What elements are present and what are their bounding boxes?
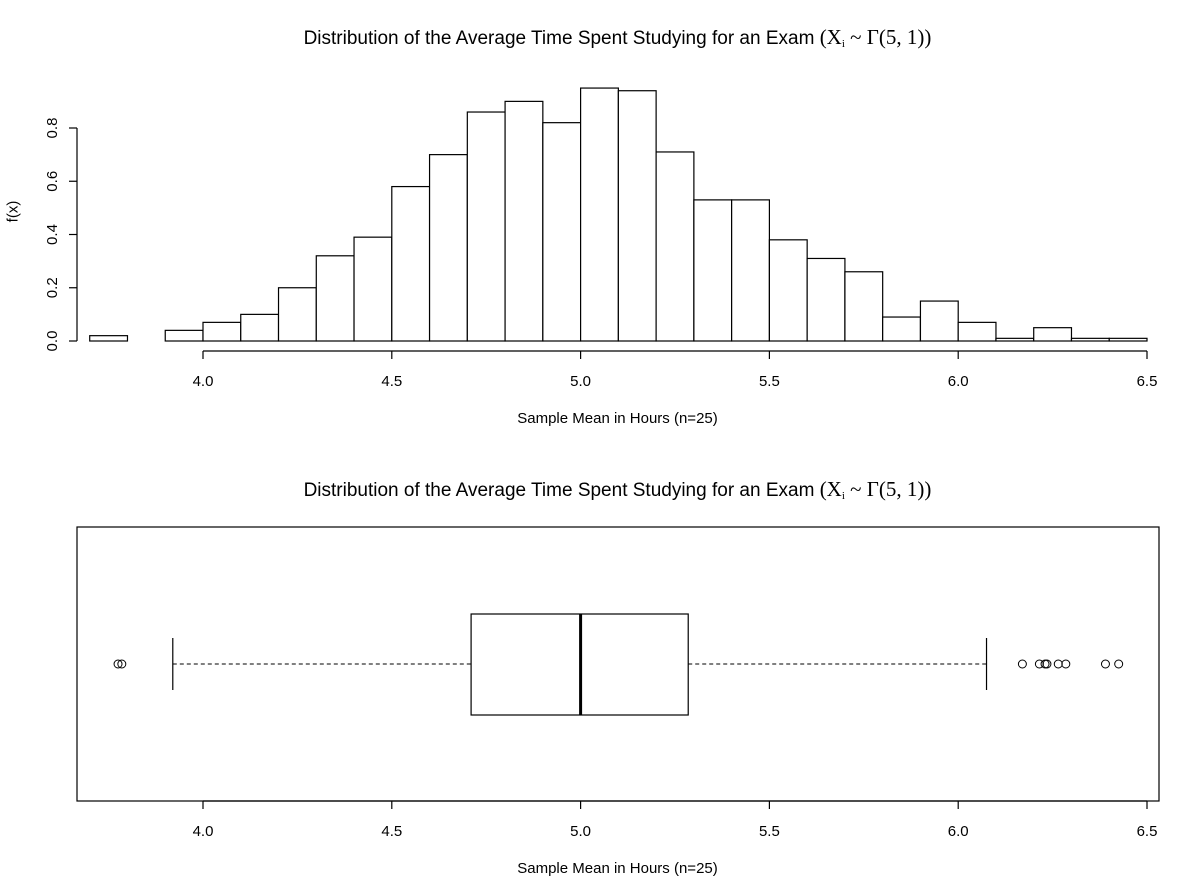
- histogram-y-tick-label: 0.6: [44, 171, 61, 192]
- boxplot-x-tick-label: 6.0: [948, 823, 969, 840]
- histogram-x-tick-label: 6.0: [948, 373, 969, 390]
- boxplot-x-tick-label: 5.5: [759, 823, 780, 840]
- histogram-x-tick-label: 5.0: [570, 373, 591, 390]
- histogram-bar: [995, 337, 1035, 342]
- histogram-bar: [466, 111, 506, 342]
- histogram-bar: [202, 321, 242, 342]
- histogram-bar: [579, 87, 619, 342]
- histogram-y-tick-label: 0.2: [44, 277, 61, 298]
- histogram-y-tick-label: 0.4: [44, 224, 61, 245]
- boxplot-outlier-point: [1042, 659, 1052, 669]
- histogram-bar: [1033, 327, 1073, 342]
- histogram-bar: [844, 271, 884, 342]
- histogram-bar: [806, 257, 846, 342]
- histogram-x-tick-label: 4.0: [193, 373, 214, 390]
- histogram-title-text: Distribution of the Average Time Spent S…: [303, 28, 820, 49]
- histogram-x-tick-label: 6.5: [1137, 373, 1158, 390]
- histogram-title-math: (Xi ~ Γ(5, 1)): [819, 25, 932, 50]
- histogram-bar: [164, 329, 204, 342]
- boxplot-title-text: Distribution of the Average Time Spent S…: [303, 480, 820, 501]
- histogram-bar: [428, 154, 468, 342]
- boxplot-title-math: (Xi ~ Γ(5, 1)): [819, 477, 932, 502]
- histogram-bar: [768, 239, 808, 342]
- histogram-bar: [655, 151, 695, 342]
- histogram-bar: [542, 122, 582, 342]
- histogram-x-axis-label: Sample Mean in Hours (n=25): [517, 410, 718, 427]
- histogram-title: Distribution of the Average Time Spent S…: [0, 25, 1185, 50]
- boxplot-outlier-point: [113, 659, 123, 669]
- histogram-bar: [919, 300, 959, 342]
- histogram-bar: [89, 335, 129, 342]
- boxplot-x-tick-label: 6.5: [1137, 823, 1158, 840]
- boxplot-x-axis-label: Sample Mean in Hours (n=25): [517, 860, 718, 877]
- boxplot-outlier-point: [1040, 659, 1050, 669]
- boxplot-outlier-point: [1053, 659, 1063, 669]
- histogram-y-tick-label: 0.0: [44, 331, 61, 352]
- histogram-bar: [1070, 337, 1110, 342]
- histogram-bar: [617, 90, 657, 342]
- boxplot-outlier-point: [1061, 659, 1071, 669]
- boxplot-x-tick-label: 5.0: [570, 823, 591, 840]
- boxplot-plot: 4.0 4.5 5.0 5.5 6.0 6.5: [76, 526, 1160, 840]
- histogram-bar: [504, 100, 544, 342]
- histogram-x-tick-label: 5.5: [759, 373, 780, 390]
- histogram-bar: [1108, 337, 1148, 342]
- histogram-bar: [693, 199, 733, 342]
- histogram-bar: [391, 185, 431, 342]
- histogram-bar: [957, 321, 997, 342]
- histogram-bar: [240, 313, 280, 342]
- histogram-bar: [731, 199, 771, 342]
- boxplot-x-tick-label: 4.5: [381, 823, 402, 840]
- boxplot-outlier-point: [1114, 659, 1124, 669]
- boxplot-title: Distribution of the Average Time Spent S…: [0, 477, 1185, 502]
- histogram-plot: 4.0 4.5 5.0 5.5 6.0 6.5 0.0 0.2 0.4 0.6 0.8: [44, 87, 1158, 390]
- histogram-bar: [277, 287, 317, 342]
- histogram-bar: [353, 236, 393, 342]
- histogram-x-tick-label: 4.5: [381, 373, 402, 390]
- boxplot-outlier-point: [117, 659, 127, 669]
- boxplot-outlier-point: [1100, 659, 1110, 669]
- histogram-bar: [315, 255, 355, 342]
- histogram-bar: [882, 316, 922, 342]
- boxplot-outlier-point: [1017, 659, 1027, 669]
- histogram-y-tick-label: 0.8: [44, 118, 61, 139]
- boxplot-x-tick-label: 4.0: [193, 823, 214, 840]
